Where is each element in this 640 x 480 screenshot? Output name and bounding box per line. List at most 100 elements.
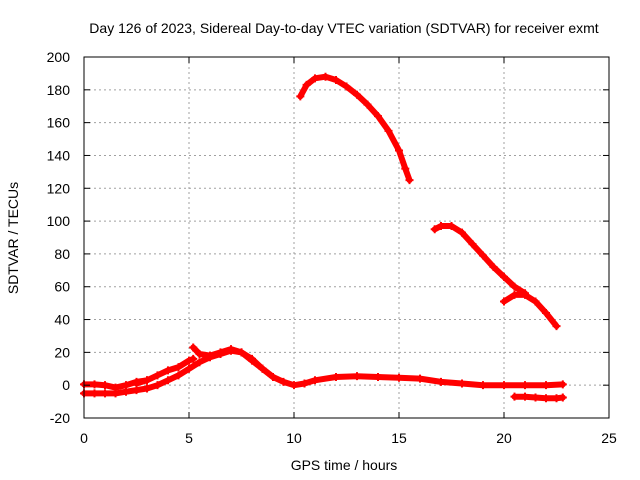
data-point [353,90,361,99]
grid [84,57,609,418]
data-point [101,381,109,390]
data-point [290,381,298,390]
data-point [227,345,235,354]
data-point [237,348,246,357]
data-point [401,164,410,173]
data-point [510,282,519,291]
data-point [542,394,550,403]
data-point [374,112,382,121]
data-point [332,75,340,84]
data-point [90,389,99,398]
plot-frame [83,56,610,419]
data-point [185,364,193,373]
data-point [531,393,540,402]
y-tick-label: 0 [62,377,70,393]
data-point [395,146,403,155]
series-satellite-arc-4 [189,343,277,381]
y-tick-label: 60 [54,279,70,295]
y-tick-label: 20 [54,344,70,360]
data-point [542,308,550,317]
data-point [195,358,204,367]
data-point [479,381,487,390]
y-tick-label: 140 [47,147,71,163]
data-point [296,92,305,101]
x-tick-label: 10 [286,430,302,446]
y-tick-label: 80 [54,246,70,262]
data-point [164,366,172,375]
y-tick-label: 180 [47,82,71,98]
data-point [195,350,204,359]
data-point [395,373,403,382]
data-point [132,379,141,388]
series-satellite-arc-2 [80,346,567,398]
data-point [258,364,267,373]
data-point [558,380,567,389]
data-point [552,322,561,331]
data-point [174,371,183,380]
data-point [468,240,477,249]
data-point [405,176,414,185]
data-point [143,384,151,393]
data-point [189,343,198,352]
data-point [311,74,319,83]
x-tick-label: 15 [391,430,407,446]
data-point [437,222,445,231]
data-point [521,392,529,401]
data-point [447,222,456,231]
data-point [521,381,529,390]
series-trace [431,223,528,297]
y-axis-label: SDTVAR / TECUs [5,182,21,294]
data-point [458,379,466,388]
series-satellite-arc-6 [430,222,529,298]
series-satellite-arc-3 [132,354,198,388]
data-point [122,387,130,396]
data-point [374,372,382,381]
data-series [80,72,567,403]
data-point [153,381,162,390]
data-point [332,372,340,381]
data-point [542,381,550,390]
data-point [300,379,309,388]
data-point [164,376,172,385]
data-point [363,100,372,109]
data-point [143,376,151,385]
series-trace [501,291,560,330]
data-point [510,290,519,299]
y-tick-label: 100 [47,213,71,229]
data-point [479,251,487,260]
data-point [458,228,466,237]
data-point [500,272,508,281]
y-tick-label: -20 [50,410,70,426]
data-point [206,351,214,360]
data-point [321,72,330,81]
data-point [101,389,109,398]
data-point [269,372,277,381]
series-trace [297,73,413,184]
series-satellite-arc-7 [500,290,561,331]
data-point [558,393,567,402]
data-point [521,290,529,299]
data-point [189,354,198,363]
y-tick-label: 200 [47,49,71,65]
data-point [500,297,508,306]
data-point [500,381,508,390]
x-tick-label: 20 [496,430,512,446]
y-tick-label: 160 [47,115,71,131]
data-point [302,80,311,89]
y-tick-label: 120 [47,180,71,196]
y-tick-label: 40 [54,312,70,328]
data-point [174,363,183,372]
data-point [153,371,162,380]
series-satellite-arc-5 [296,72,414,185]
chart-title: Day 126 of 2023, Sidereal Day-to-day VTE… [89,20,598,36]
data-point [510,392,519,401]
axis-ticks: 0 5 10 15 20 25 -20 0 20 40 60 80 100 120 140 160 180 200 [47,49,617,446]
data-point [531,297,540,306]
x-tick-label: 5 [185,430,193,446]
data-point [185,356,193,365]
x-tick-label: 0 [80,430,88,446]
series-trace [81,347,566,397]
data-point [489,263,498,272]
data-point [311,376,319,385]
